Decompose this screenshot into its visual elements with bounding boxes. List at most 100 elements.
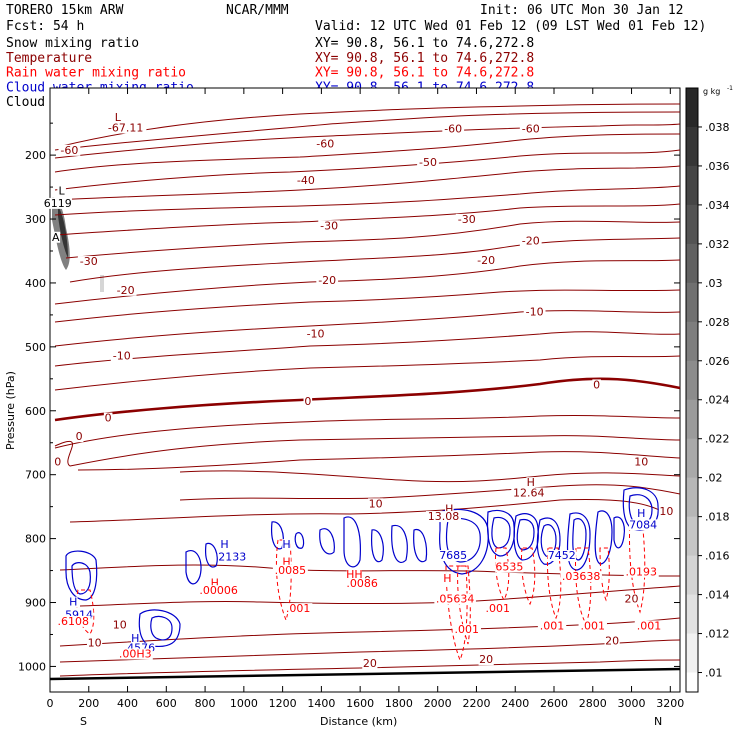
colorbar-tick-label: .026 [705,355,730,368]
colorbar-tick-label: .01 [705,667,723,680]
rain-label: .6108 [58,615,90,628]
init-time: Init: 06 UTC Mon 30 Jan 12 [480,3,684,18]
cloud-water-contour [413,528,428,563]
rain-label: H [282,555,290,568]
isotherm-line [179,484,681,501]
rain-label: .001 [581,619,606,632]
label-bg [117,648,153,660]
label-bg [475,254,498,266]
isotherm-line [65,220,681,259]
cloud-water-contour [572,518,587,561]
label-bg [634,620,664,632]
label-bg [658,505,675,517]
x-tick-label: 400 [117,697,138,710]
label-bg [53,456,63,468]
cloud-water-contour [65,550,98,601]
isotherm-label: 10 [88,637,102,650]
y-tick-label: 300 [25,213,46,226]
isotherm-line [77,451,681,471]
label-bg [511,487,547,499]
model-title: TORERO 15km ARW [6,3,124,18]
x-tick-label: 2200 [462,697,490,710]
cloud-water-contour [205,542,218,568]
isotherm-line [54,435,681,467]
label-bg [434,593,476,605]
isotherm-line [54,165,681,201]
label-bg [218,551,247,563]
label-bg [126,642,156,654]
y-tick-label: 500 [25,341,46,354]
cloud-water-contour [513,513,539,561]
isotherm-label: -20 [117,284,135,297]
rain-label: H [211,577,219,590]
cloud-water-contour [150,615,173,641]
label-bg [86,637,103,649]
isotherm-line [59,617,681,647]
isotherm-label: 20 [363,657,377,670]
colorbar-cell [686,438,698,479]
label-bg [519,123,542,135]
temperature-contours [54,103,681,677]
rain-contour [629,519,646,614]
colorbar-cell [686,165,698,206]
isotherm-line [54,355,681,391]
forecast-hour: Fcst: 54 h [6,19,84,34]
colorbar: .038 .036 .034 .032 .03 .028 .026 .024 .022 .02 .0… [685,85,733,712]
cloud-water-label: 2133 [218,550,246,563]
x-end-label-south: S [80,715,87,728]
colorbar-cell [686,243,698,284]
label-bg [303,396,313,408]
x-tick-label: 1800 [385,697,413,710]
label-bg [623,566,659,578]
rain-contour [76,589,95,635]
cloud-water-label: H [282,538,290,551]
label-bg [455,213,478,225]
label-bg [519,235,542,247]
legend-label: Snow mixing ratio [6,36,139,51]
x-end-label-north: N [654,715,662,728]
label-bg [547,550,576,562]
isotherm-line [54,331,681,367]
axes: 0 200 400 600 800 1000 1200 1400 1600 1800 2000 220… [18,88,684,710]
cloud-water-label: H [69,596,77,609]
label-bg [636,507,646,519]
y-tick-label: 800 [25,533,46,546]
cloud-water-contour [486,509,515,557]
colorbar-tick-label: .016 [705,550,730,563]
extrema-label: 12.64 [513,486,545,499]
isotherm-label: -30 [80,255,98,268]
cloud-water-contour [71,562,91,595]
extrema-label: 13.08 [428,510,460,523]
isotherm-line [59,639,681,663]
isotherm-label: -40 [297,174,315,187]
isotherm-label: -20 [522,235,540,248]
x-tick-label: 1600 [346,697,374,710]
rain-label: 6535 [495,561,523,574]
isotherm-label: 20 [625,593,639,606]
extrema-label: H [527,476,535,489]
label-bg [483,603,512,615]
label-bg [197,585,240,597]
colorbar-tick-label: .028 [705,316,730,329]
label-bg [57,185,66,197]
colorbar-cell [686,204,698,245]
label-bg [478,654,494,666]
cloud-water-contour [343,516,361,568]
isotherm-label: 0 [105,412,112,425]
isotherm-line [61,103,681,147]
label-bg [526,477,536,489]
colorbar-tick-label: .022 [705,433,730,446]
isotherm-label: -60 [444,123,462,136]
plot-frame [49,87,681,693]
isotherm-label: -60 [60,144,78,157]
label-bg [282,556,291,568]
rain-contour [547,547,562,620]
label-bg [633,456,649,468]
colorbar-tick-label: .036 [705,160,730,173]
colorbar-cell [686,633,698,674]
rain-contour [275,539,292,622]
colorbar-cell [686,360,698,401]
ground-line [49,667,681,681]
colorbar-cell [686,88,698,128]
